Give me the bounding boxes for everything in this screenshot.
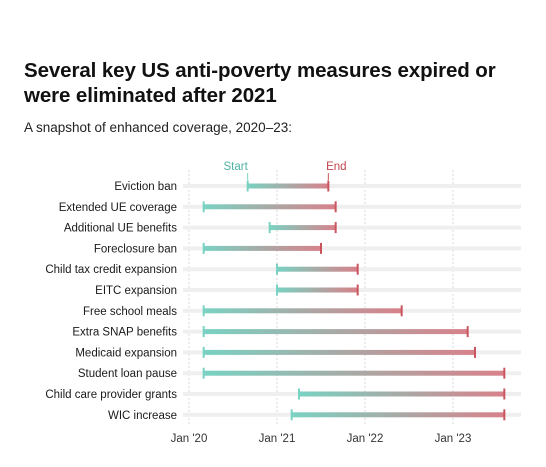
category-label: Medicaid expansion [75,347,177,359]
chart-title: Several key US anti-poverty measures exp… [24,59,496,107]
range-bar [202,346,476,358]
range-bar-fill [203,329,468,335]
category-label: WIC increase [108,410,177,422]
category-label: Student loan pause [78,368,177,380]
range-bar [276,263,359,275]
category-label: Extended UE coverage [59,202,177,214]
legend-start-label: Start [224,161,249,173]
range-bar-fill [203,308,402,314]
range-bar [202,367,506,379]
range-bar [202,326,469,338]
range-bar [202,305,403,317]
range-bar-fill [269,225,336,231]
range-bar-fill [291,412,505,418]
x-tick-label: Jan '20 [171,433,208,445]
range-bar-fill [247,183,329,189]
range-bar [276,284,359,296]
x-axis: Jan '20 Jan '21 Jan '22 Jan '23 [171,433,472,445]
category-label: Child care provider grants [45,389,177,401]
category-label: Eviction ban [114,181,177,193]
range-bar-fill [277,266,358,272]
category-label: Child tax credit expansion [45,264,177,276]
category-label: Extra SNAP benefits [72,327,177,339]
range-bar [298,388,506,400]
range-bar-fill [203,370,505,376]
category-label: Foreclosure ban [94,243,177,255]
x-tick-label: Jan '22 [347,433,384,445]
range-bar-fill [299,391,505,397]
legend-end-label: End [326,161,346,173]
range-bar-fill [277,287,358,293]
range-bar-fill [203,204,336,210]
chart-subtitle: A snapshot of enhanced coverage, 2020–23… [24,120,292,135]
range-bar [246,180,330,192]
range-bar [202,201,337,213]
range-bar-fill [203,349,475,355]
range-bar-fill [203,245,321,251]
x-tick-label: Jan '21 [259,433,296,445]
category-labels: Eviction ban Extended UE coverage Addition… [45,181,177,422]
range-bar [268,222,337,234]
range-bar [202,242,322,254]
category-label: Additional UE benefits [64,223,177,235]
bars [183,180,521,421]
category-label: EITC expansion [95,285,177,297]
x-tick-label: Jan '23 [435,433,472,445]
category-label: Free school meals [83,306,177,318]
legend: Start End [224,161,347,180]
range-bar [290,409,506,421]
